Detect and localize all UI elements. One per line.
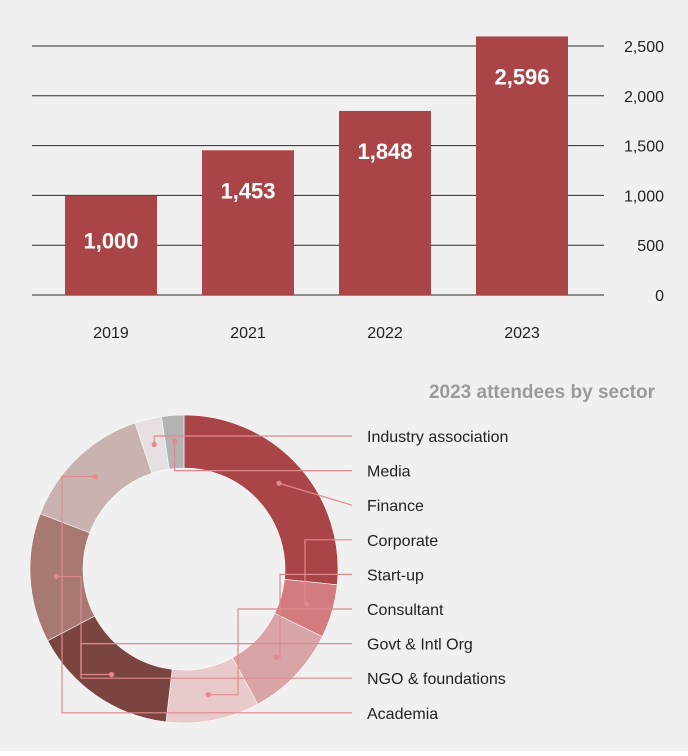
bar-2022 [339, 110, 431, 295]
leader-line-finance [278, 482, 353, 506]
y-tick-label: 0 [655, 288, 664, 305]
leader-line-academia [61, 475, 352, 714]
bar-2021 [202, 150, 294, 295]
bar-value-label: 1,453 [220, 178, 275, 203]
donut-chart: Industry association Media Finance Corporat… [29, 414, 508, 724]
slice-finance [183, 414, 339, 586]
leader-line-ngo-and-foundations [56, 575, 352, 679]
x-tick-label: 2023 [504, 325, 540, 342]
sector-label-media: Media [367, 464, 411, 481]
sector-label-industry-association: Industry association [367, 429, 508, 446]
donut-title: 2023 attendees by sector [429, 382, 656, 403]
y-tick-label: 2,000 [624, 89, 664, 106]
leader-dot-govt-and-intl-org [108, 671, 115, 678]
bar-value-label: 1,000 [83, 228, 138, 253]
leader-line-industry-association [153, 435, 352, 445]
x-tick-label: 2021 [230, 325, 266, 342]
bar-2023 [476, 36, 568, 295]
sector-label-corporate: Corporate [367, 533, 438, 550]
x-tick-label: 2019 [93, 325, 129, 342]
leader-dot-consultant [205, 692, 211, 698]
sector-label-consultant: Consultant [367, 602, 444, 619]
sector-label-ngo-and-foundations: NGO & foundations [367, 671, 506, 688]
bar-2019 [65, 195, 157, 295]
y-tick-label: 500 [637, 238, 664, 255]
leader-dot-academia [92, 473, 99, 480]
bar-value-label: 1,848 [357, 139, 412, 164]
slice-govt-and-intl-org [47, 615, 173, 723]
leader-dot-ngo-and-foundations [53, 573, 59, 580]
leader-dot-media [172, 438, 178, 444]
leader-dot-industry-association [151, 441, 157, 448]
leader-line-consultant [208, 608, 352, 696]
leader-line-media [174, 441, 352, 472]
y-tick-label: 1,000 [624, 188, 664, 205]
y-tick-label: 2,500 [624, 39, 664, 56]
leader-dot-start-up [273, 654, 280, 661]
x-tick-label: 2022 [367, 325, 403, 342]
sector-label-govt-and-intl-org: Govt & Intl Org [367, 637, 473, 654]
bar-chart: 0 500 1,000 1,500 2,000 2,500 1,000 2019 1,453 20… [32, 36, 664, 342]
sector-label-finance: Finance [367, 498, 424, 515]
sector-label-academia: Academia [367, 706, 438, 723]
y-tick-label: 1,500 [624, 139, 664, 156]
bar-value-label: 2,596 [494, 64, 549, 89]
sector-label-start-up: Start-up [367, 567, 424, 584]
leader-dot-corporate [304, 601, 310, 607]
leader-dot-finance [276, 480, 282, 486]
